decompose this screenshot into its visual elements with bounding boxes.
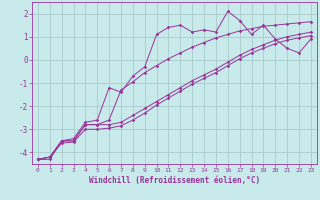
X-axis label: Windchill (Refroidissement éolien,°C): Windchill (Refroidissement éolien,°C) xyxy=(89,176,260,185)
